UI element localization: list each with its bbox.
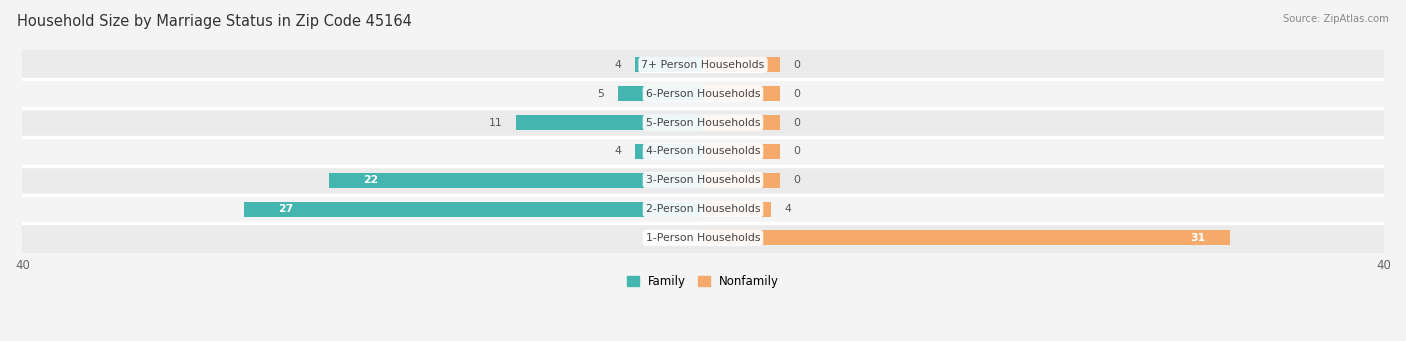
FancyBboxPatch shape: [22, 108, 1384, 137]
Text: 6-Person Households: 6-Person Households: [645, 89, 761, 99]
Text: 5-Person Households: 5-Person Households: [645, 118, 761, 128]
FancyBboxPatch shape: [22, 79, 1384, 109]
FancyBboxPatch shape: [22, 136, 1384, 166]
Bar: [617, 86, 703, 101]
Bar: [636, 57, 703, 72]
Bar: [636, 144, 703, 159]
Text: 4: 4: [785, 204, 792, 214]
Bar: [703, 57, 779, 72]
Bar: [703, 230, 1230, 245]
Bar: [703, 86, 779, 101]
Text: 0: 0: [793, 146, 800, 157]
Bar: [243, 202, 703, 217]
Text: 4: 4: [614, 60, 621, 70]
Legend: Family, Nonfamily: Family, Nonfamily: [621, 270, 785, 293]
Bar: [703, 202, 770, 217]
Text: 7+ Person Households: 7+ Person Households: [641, 60, 765, 70]
Text: 0: 0: [793, 89, 800, 99]
Text: 3-Person Households: 3-Person Households: [645, 175, 761, 185]
Bar: [703, 173, 779, 188]
Text: 27: 27: [277, 204, 292, 214]
Text: 4-Person Households: 4-Person Households: [645, 146, 761, 157]
Bar: [703, 144, 779, 159]
Text: 0: 0: [793, 60, 800, 70]
FancyBboxPatch shape: [22, 50, 1384, 80]
Text: Source: ZipAtlas.com: Source: ZipAtlas.com: [1284, 14, 1389, 24]
Bar: [329, 173, 703, 188]
Bar: [516, 115, 703, 130]
FancyBboxPatch shape: [22, 223, 1384, 253]
Text: Household Size by Marriage Status in Zip Code 45164: Household Size by Marriage Status in Zip…: [17, 14, 412, 29]
Text: 31: 31: [1189, 233, 1205, 243]
FancyBboxPatch shape: [22, 194, 1384, 224]
Text: 0: 0: [793, 118, 800, 128]
Text: 2-Person Households: 2-Person Households: [645, 204, 761, 214]
FancyBboxPatch shape: [22, 165, 1384, 195]
Text: 5: 5: [598, 89, 605, 99]
Text: 0: 0: [793, 175, 800, 185]
Text: 11: 11: [488, 118, 502, 128]
Bar: [703, 115, 779, 130]
Text: 1-Person Households: 1-Person Households: [645, 233, 761, 243]
Text: 4: 4: [614, 146, 621, 157]
Text: 22: 22: [363, 175, 378, 185]
